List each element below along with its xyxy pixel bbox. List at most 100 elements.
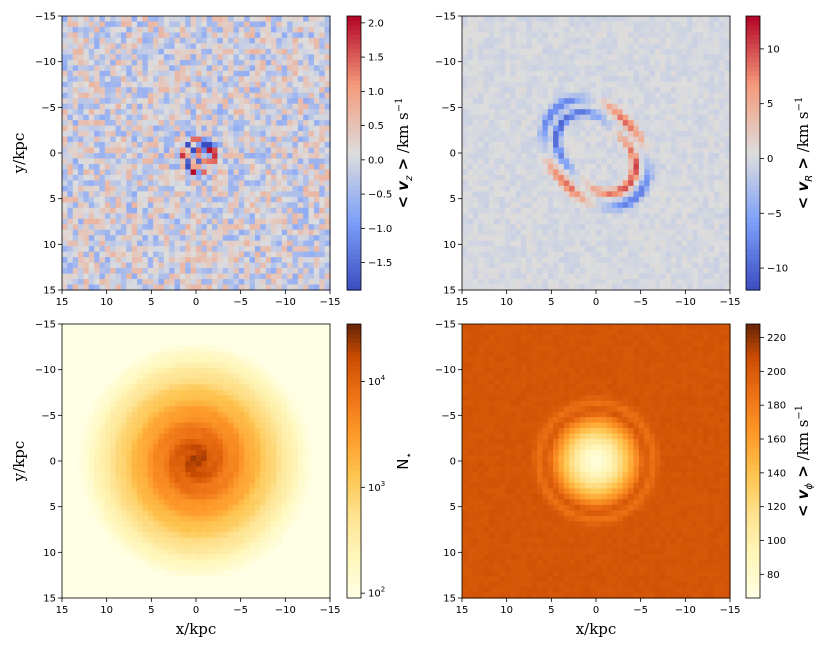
heatmap-cell xyxy=(163,235,170,242)
heatmap-cell xyxy=(228,240,235,247)
heatmap-cell xyxy=(88,54,95,61)
heatmap-cell xyxy=(467,92,474,99)
heatmap-cell xyxy=(628,163,635,171)
heatmap-cell xyxy=(88,268,95,275)
heatmap-cell xyxy=(510,262,517,269)
heatmap-cell xyxy=(78,153,85,160)
heatmap-cell xyxy=(574,37,581,44)
heatmap-cell xyxy=(185,163,192,171)
heatmap-cell xyxy=(612,240,619,247)
heatmap-cell xyxy=(488,153,495,160)
heatmap-cell xyxy=(276,59,283,66)
heatmap-cell xyxy=(254,246,261,253)
heatmap-cell xyxy=(244,109,251,116)
heatmap-cell xyxy=(62,131,68,138)
heatmap-cell xyxy=(601,174,608,181)
heatmap-cell xyxy=(62,185,68,192)
heatmap-cell xyxy=(703,87,710,94)
heatmap-cell xyxy=(478,103,485,110)
heatmap-cell xyxy=(276,76,283,83)
heatmap-cell xyxy=(303,70,310,77)
heatmap-cell xyxy=(692,21,699,28)
heatmap-cell xyxy=(281,37,288,44)
heatmap-cell xyxy=(628,235,635,242)
heatmap-cell xyxy=(99,246,106,253)
heatmap-cell xyxy=(483,251,490,258)
colorbar-band xyxy=(347,207,361,213)
heatmap-cell xyxy=(526,185,533,192)
heatmap-cell xyxy=(488,59,495,66)
heatmap-cell xyxy=(297,240,304,247)
heatmap-cell xyxy=(569,114,576,121)
heatmap-cell xyxy=(163,142,170,149)
heatmap-cell xyxy=(260,92,267,99)
heatmap-cell xyxy=(553,262,560,269)
heatmap-cell xyxy=(628,125,635,132)
heatmap-cell xyxy=(483,109,490,116)
heatmap-cell xyxy=(179,284,186,291)
heatmap-cell xyxy=(681,59,688,66)
heatmap-cell xyxy=(308,21,315,28)
heatmap-cell xyxy=(692,235,699,242)
heatmap-cell xyxy=(671,207,677,214)
heatmap-cell xyxy=(196,191,202,198)
heatmap-cell xyxy=(115,70,122,77)
heatmap-cell xyxy=(88,153,95,160)
heatmap-cell xyxy=(153,257,160,264)
heatmap-cell xyxy=(606,218,613,225)
heatmap-cell xyxy=(665,21,672,28)
heatmap-cell xyxy=(478,48,485,55)
heatmap-cell xyxy=(292,262,299,269)
heatmap-cell xyxy=(472,43,479,50)
heatmap-cell xyxy=(94,37,101,44)
heatmap-cell xyxy=(83,76,90,83)
heatmap-cell xyxy=(494,174,501,181)
heatmap-cell xyxy=(671,213,677,220)
heatmap-cell xyxy=(649,70,656,77)
heatmap-cell xyxy=(115,251,122,258)
heatmap-cell xyxy=(110,191,117,198)
heatmap-cell xyxy=(163,229,170,236)
heatmap-cell xyxy=(510,196,517,203)
heatmap-cell xyxy=(62,262,68,269)
heatmap-cell xyxy=(483,54,490,61)
heatmap-cell xyxy=(612,59,619,66)
heatmap-cell xyxy=(297,180,304,187)
heatmap-cell xyxy=(222,185,229,192)
heatmap-cell xyxy=(617,109,624,116)
heatmap-cell xyxy=(271,279,277,286)
heatmap-cell xyxy=(526,180,533,187)
heatmap-cell xyxy=(163,246,170,253)
heatmap-cell xyxy=(510,70,517,77)
heatmap-cell xyxy=(260,48,267,55)
heatmap-cell xyxy=(574,70,581,77)
heatmap-cell xyxy=(520,163,527,171)
heatmap-cell xyxy=(265,284,272,291)
heatmap-cell xyxy=(88,284,95,291)
heatmap-cell xyxy=(676,43,683,50)
heatmap-cell xyxy=(104,98,111,105)
heatmap-cell xyxy=(163,26,170,34)
heatmap-cell xyxy=(687,191,694,198)
heatmap-cell xyxy=(665,174,672,181)
heatmap-cell xyxy=(681,224,688,231)
heatmap-cell xyxy=(244,147,251,154)
heatmap-cell xyxy=(499,76,506,83)
heatmap-cell xyxy=(628,59,635,66)
colorbar-band xyxy=(347,20,361,26)
heatmap-cell xyxy=(638,48,645,55)
heatmap-cell xyxy=(99,70,106,77)
heatmap-cell xyxy=(558,268,565,275)
heatmap-cell xyxy=(233,114,240,121)
heatmap-cell xyxy=(174,32,181,39)
heatmap-cell xyxy=(654,81,661,88)
heatmap-cell xyxy=(606,158,613,165)
heatmap-cell xyxy=(185,109,192,116)
heatmap-cell xyxy=(169,153,176,160)
heatmap-cell xyxy=(542,109,549,116)
heatmap-cell xyxy=(72,16,79,23)
heatmap-cell xyxy=(547,76,554,83)
heatmap-cell xyxy=(601,103,608,110)
heatmap-cell xyxy=(569,268,576,275)
heatmap-cell xyxy=(654,251,661,258)
